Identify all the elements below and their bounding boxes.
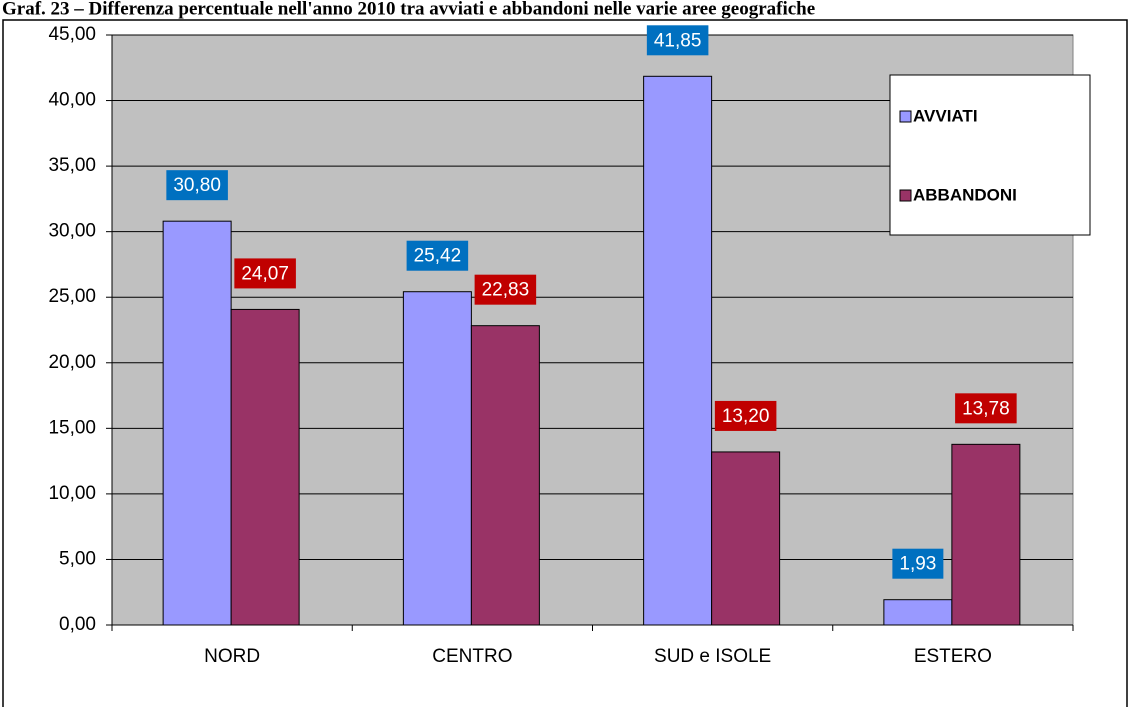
value-label-box bbox=[955, 393, 1017, 424]
value-label-box bbox=[406, 240, 469, 271]
y-tick-label: 40,00 bbox=[48, 90, 96, 111]
x-tick-label: ESTERO bbox=[914, 646, 992, 667]
legend-label: AVVIATI bbox=[913, 106, 978, 125]
bar bbox=[951, 443, 1021, 626]
value-label: 24,07 bbox=[241, 263, 289, 284]
y-tick-label: 20,00 bbox=[48, 352, 96, 373]
bar bbox=[230, 308, 300, 626]
value-label-box bbox=[892, 548, 944, 579]
y-tick-label: 45,00 bbox=[48, 24, 96, 45]
value-label: 41,85 bbox=[654, 30, 702, 51]
value-label: 22,83 bbox=[482, 280, 530, 301]
y-tick-label: 15,00 bbox=[48, 417, 96, 438]
legend-label: ABBANDONI bbox=[913, 185, 1017, 204]
bar bbox=[402, 291, 472, 626]
x-tick-label: SUD e ISOLE bbox=[654, 646, 771, 667]
y-tick-label: 25,00 bbox=[48, 286, 96, 307]
legend bbox=[889, 74, 1091, 236]
x-tick-label: CENTRO bbox=[432, 646, 512, 667]
y-tick-label: 30,00 bbox=[48, 221, 96, 242]
y-tick-label: 10,00 bbox=[48, 483, 96, 504]
value-label-box bbox=[714, 400, 777, 431]
bar bbox=[711, 451, 781, 626]
legend-swatch bbox=[899, 110, 912, 123]
value-label-box bbox=[234, 258, 296, 289]
y-tick-label: 0,00 bbox=[59, 614, 96, 635]
value-label-box bbox=[474, 274, 537, 305]
value-label: 30,80 bbox=[173, 175, 221, 196]
bar bbox=[643, 75, 713, 626]
value-label-box bbox=[646, 25, 709, 56]
value-label: 13,78 bbox=[962, 398, 1010, 419]
y-tick-label: 5,00 bbox=[59, 548, 96, 569]
y-tick-label: 35,00 bbox=[48, 155, 96, 176]
value-label: 25,42 bbox=[414, 246, 462, 267]
bar bbox=[883, 599, 953, 626]
value-label: 1,93 bbox=[899, 554, 936, 575]
legend-swatch bbox=[899, 189, 912, 202]
bar bbox=[470, 325, 540, 626]
value-label: 13,20 bbox=[722, 406, 770, 427]
bar bbox=[162, 220, 232, 626]
value-label-box bbox=[166, 170, 228, 201]
x-tick-label: NORD bbox=[204, 646, 260, 667]
chart-title: Graf. 23 – Differenza percentuale nell'a… bbox=[2, 0, 815, 19]
